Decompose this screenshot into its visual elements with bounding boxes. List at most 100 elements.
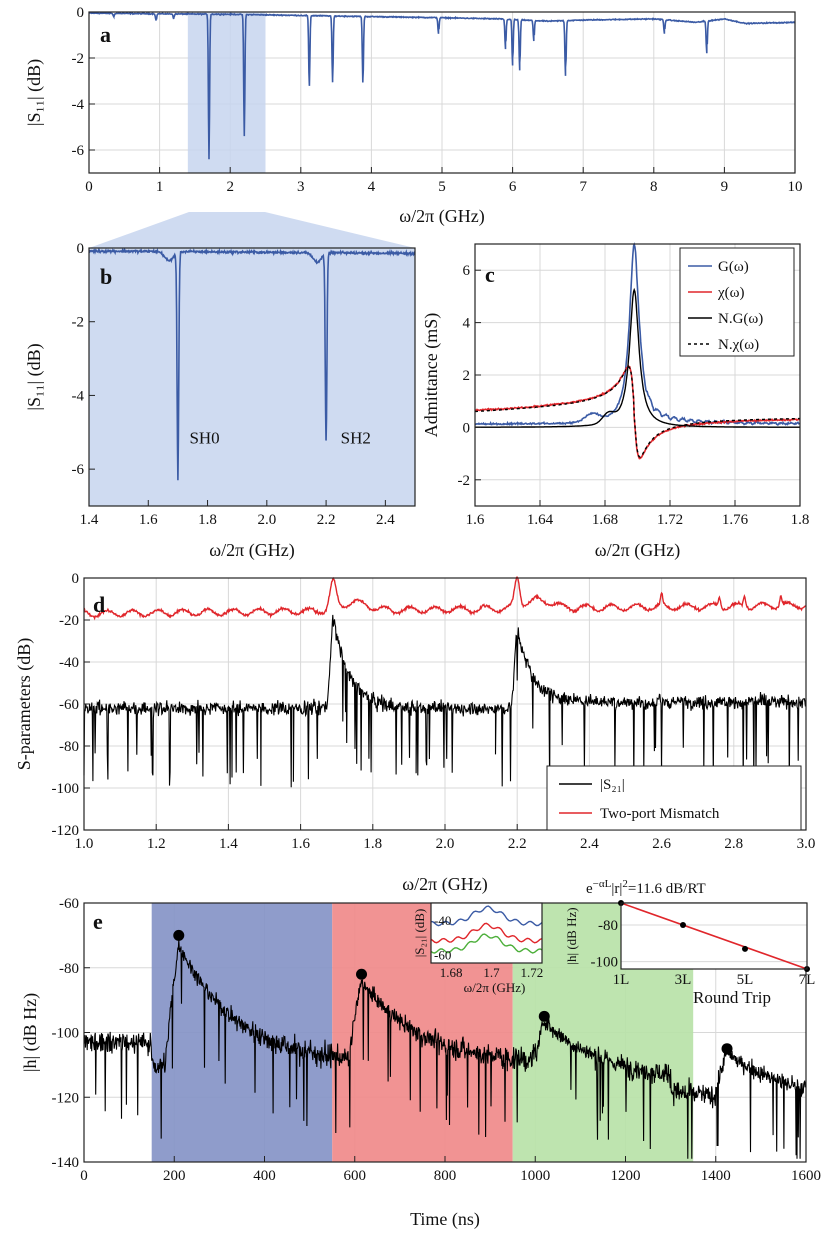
- x-tick-label: 3.0: [797, 836, 816, 852]
- inset-series: [430, 922, 543, 944]
- y-tick-label: -2: [458, 473, 471, 489]
- x-tick-label: 1.64: [527, 512, 554, 528]
- x-tick-label: 600: [344, 1168, 367, 1184]
- time-window-region: [151, 903, 333, 1162]
- x-tick-label: 2.4: [376, 512, 395, 528]
- legend-entry: Two-port Mismatch: [600, 806, 720, 822]
- x-axis-label-a: ω/2π (GHz): [399, 206, 484, 227]
- x-tick-label: 0: [80, 1168, 88, 1184]
- x-tick-label: 2.4: [580, 836, 599, 852]
- inset-title-part: |r|: [611, 881, 622, 897]
- x-tick-label: 400: [253, 1168, 276, 1184]
- panel-label-b: b: [100, 264, 112, 289]
- inset-y-label: |h| (dB Hz): [564, 907, 579, 964]
- x-axis-label-b: ω/2π (GHz): [209, 540, 294, 561]
- x-tick-label: 2: [226, 179, 234, 195]
- inset-right: 1L 3L 5L 7L -80 -100 Round Trip |h| (dB Hz) e−αL…: [564, 878, 815, 1007]
- x-tick-label: 2.2: [317, 512, 336, 528]
- x-tick-label: 1.6: [291, 836, 310, 852]
- x-tick-label: 5: [438, 179, 446, 195]
- y-tick-label: 0: [77, 5, 85, 21]
- inset-x-label: Round Trip: [693, 988, 771, 1007]
- inset-point: [742, 945, 748, 952]
- inset-left: 1.68 1.7 1.72 -40 -60 ω/2π (GHz) |S₂₁| (dB): [412, 902, 544, 995]
- y-tick-label: -80: [59, 739, 79, 755]
- x-tick-label: 1.2: [147, 836, 166, 852]
- x-axis-label-e: Time (ns): [410, 1209, 480, 1230]
- inset-series: [430, 905, 543, 927]
- x-tick-label: 1.6: [139, 512, 158, 528]
- x-tick-label: 9: [721, 179, 729, 195]
- mode-annotation-sh2: SH2: [341, 428, 371, 447]
- legend-entry: G(ω): [718, 259, 749, 275]
- inset-x-tick: 5L: [737, 972, 754, 988]
- x-tick-label: 1.8: [791, 512, 810, 528]
- panel-label-d: d: [93, 592, 105, 617]
- inset-frame: [620, 902, 808, 970]
- plot-frame: [88, 247, 416, 507]
- panel-b: 1.4 1.6 1.8 2.0 2.2 2.4 0 -2 -4 -6 SH0 SH2 b ω/2π (GH…: [24, 241, 416, 561]
- panel-label-e: e: [93, 909, 103, 934]
- y-tick-label: -2: [72, 51, 85, 67]
- x-tick-label: 1.6: [466, 512, 485, 528]
- legend-entry: N.χ(ω): [718, 337, 759, 353]
- series-chi-model: [474, 366, 800, 458]
- zoom-highlight-band: [187, 12, 266, 173]
- x-tick-label: 1.4: [219, 836, 238, 852]
- x-tick-label: 800: [434, 1168, 457, 1184]
- x-axis-label-d: ω/2π (GHz): [402, 874, 487, 895]
- x-tick-label: 1600: [791, 1168, 821, 1184]
- x-axis-label-c: ω/2π (GHz): [595, 540, 680, 561]
- y-axis-label-e: |h| (dB Hz): [20, 993, 41, 1072]
- legend-entry: χ(ω): [717, 285, 745, 301]
- inset-series: [430, 933, 543, 954]
- legend-entry: |S₂₁|: [600, 777, 625, 793]
- x-tick-label: 2.6: [652, 836, 671, 852]
- y-tick-label: -80: [59, 961, 79, 977]
- series-s21: [83, 614, 807, 789]
- panel-e: 0 200 400 600 800 1000 1200 1400 1600 -60 -80 -100 -…: [20, 878, 821, 1230]
- y-tick-label: -4: [72, 388, 85, 404]
- y-tick-label: -4: [72, 97, 85, 113]
- y-tick-label: -140: [52, 1155, 80, 1171]
- peak-marker: [721, 1043, 733, 1055]
- x-tick-label: 1.76: [722, 512, 749, 528]
- panel-c: 1.6 1.64 1.68 1.72 1.76 1.8 6 4 2 0 -2 G(ω) χ(ω) N.G(…: [421, 242, 810, 561]
- inset-x-tick: 1L: [613, 972, 630, 988]
- inset-title-part: 2: [622, 878, 628, 890]
- x-tick-label: 2.2: [508, 836, 527, 852]
- x-tick-label: 1.4: [80, 512, 99, 528]
- y-tick-label: -40: [59, 655, 79, 671]
- series-g-measured: [474, 242, 800, 427]
- inset-x-tick: 1.72: [521, 965, 544, 980]
- y-tick-label: -20: [59, 613, 79, 629]
- inset-x-tick: 1.68: [440, 965, 463, 980]
- y-tick-label: 4: [463, 316, 471, 332]
- panel-d: 1.0 1.2 1.4 1.6 1.8 2.0 2.2 2.4 2.6 2.8 3.0 0 -20 -40…: [14, 571, 815, 895]
- inset-x-label: ω/2π (GHz): [464, 980, 526, 995]
- peak-marker: [538, 1010, 550, 1022]
- x-tick-label: 2.0: [436, 836, 455, 852]
- y-axis-label-a: |S₁₁| (dB): [24, 59, 45, 126]
- zoom-connector-band: [89, 212, 415, 248]
- series-two-port-mismatch: [83, 576, 807, 621]
- y-tick-label: -100: [52, 1026, 80, 1042]
- x-tick-label: 10: [788, 179, 803, 195]
- inset-x-tick: 1.7: [483, 965, 500, 980]
- x-tick-label: 8: [650, 179, 658, 195]
- panel-a: 0 1 2 3 4 5 6 7 8 9 10 0 -2 -4 -6 a ω/2π (GHz) |S₁₁| (dB): [24, 5, 803, 227]
- y-tick-label: -6: [72, 143, 85, 159]
- y-tick-label: -2: [72, 315, 85, 331]
- series-impulse-response: [83, 939, 807, 1159]
- inset-fit-line: [620, 902, 808, 970]
- y-tick-label: 0: [77, 241, 85, 257]
- x-tick-label: 2.0: [257, 512, 276, 528]
- peak-marker: [173, 929, 185, 941]
- inset-x-tick: 3L: [675, 972, 692, 988]
- x-tick-label: 1400: [701, 1168, 731, 1184]
- x-tick-label: 1: [156, 179, 164, 195]
- x-tick-label: 1.68: [592, 512, 618, 528]
- x-tick-label: 200: [163, 1168, 186, 1184]
- inset-y-tick: -80: [598, 918, 618, 934]
- y-tick-label: -60: [59, 896, 79, 912]
